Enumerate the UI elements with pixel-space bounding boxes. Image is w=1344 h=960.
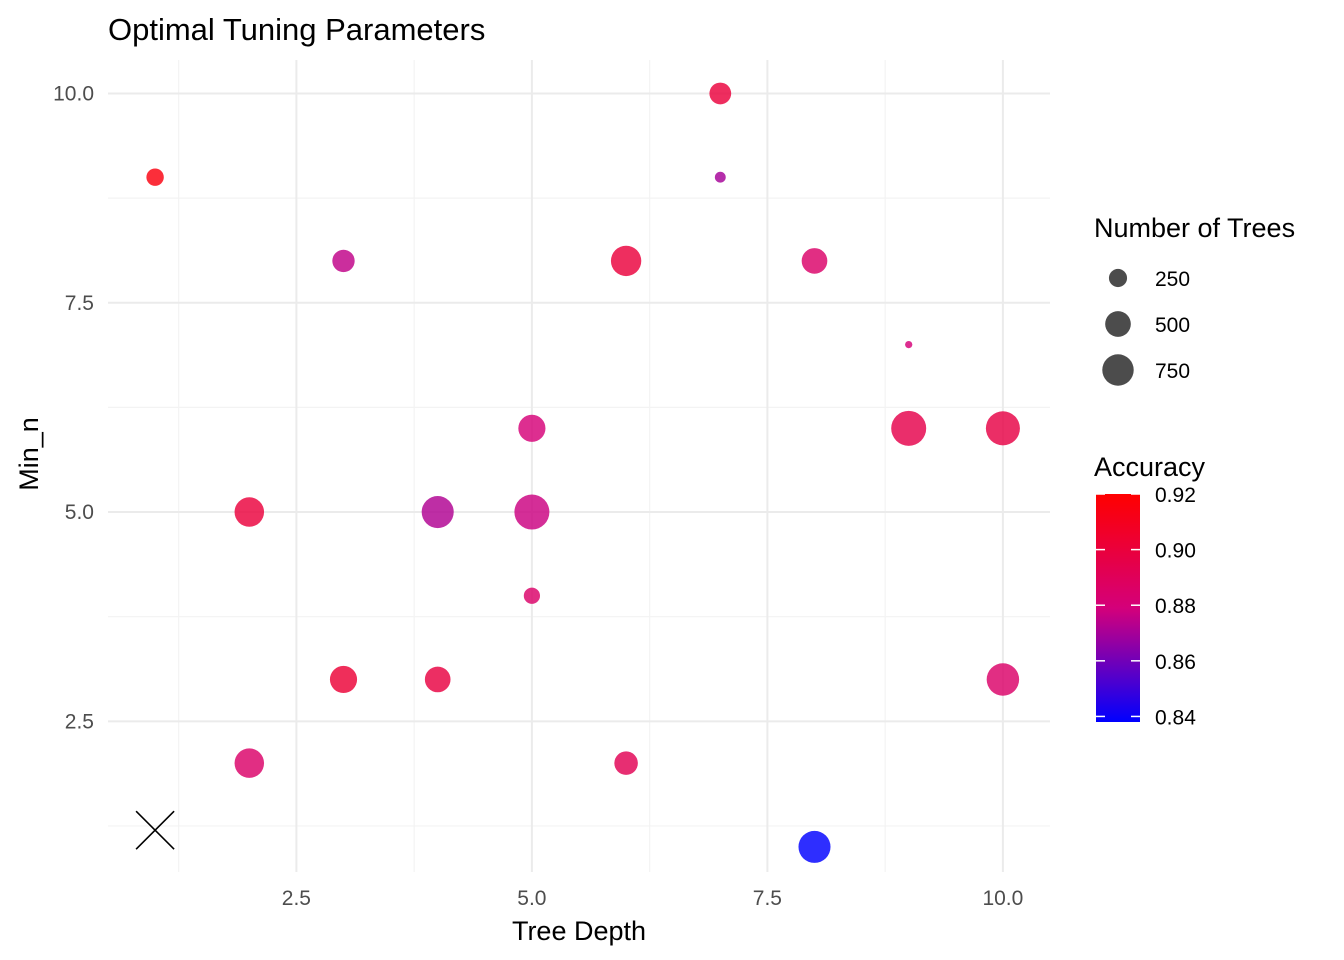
size-legend-symbol <box>1105 311 1131 337</box>
x-axis-title: Tree Depth <box>512 916 646 946</box>
y-tick-label: 5.0 <box>65 501 94 524</box>
x-tick-label: 7.5 <box>753 887 782 910</box>
size-legend-label: 250 <box>1155 268 1190 291</box>
y-tick-label: 7.5 <box>65 292 94 315</box>
size-legend-label: 750 <box>1155 360 1190 383</box>
data-point <box>986 663 1020 696</box>
size-legend-symbol <box>1102 354 1134 386</box>
x-tick-label: 5.0 <box>517 887 546 910</box>
x-tick-label: 2.5 <box>282 887 311 910</box>
data-point <box>985 411 1020 446</box>
size-legend-title: Number of Trees <box>1094 213 1295 243</box>
data-point <box>421 496 454 529</box>
color-legend-title: Accuracy <box>1094 452 1206 482</box>
chart-title: Optimal Tuning Parameters <box>108 12 485 47</box>
x-axis-ticks: 2.5 5.0 7.5 10.0 <box>282 887 1024 910</box>
color-legend: Accuracy 0.84 0.86 0.88 0.90 0.92 <box>1094 452 1206 729</box>
y-tick-label: 2.5 <box>65 710 94 733</box>
data-point <box>518 414 546 442</box>
color-legend-label: 0.90 <box>1155 540 1196 563</box>
data-point <box>798 830 831 863</box>
y-axis-ticks: 2.5 5.0 7.5 10.0 <box>53 82 94 733</box>
y-axis-title: Min_n <box>14 417 44 491</box>
color-legend-label: 0.92 <box>1155 484 1196 507</box>
size-legend-label: 500 <box>1155 314 1190 337</box>
x-tick-label: 10.0 <box>982 887 1023 910</box>
points-layer <box>146 82 1020 863</box>
size-legend-symbol <box>1108 268 1128 288</box>
grid <box>108 60 1050 872</box>
data-point <box>614 751 638 775</box>
color-legend-label: 0.86 <box>1155 651 1196 674</box>
data-point <box>610 245 642 277</box>
data-point <box>234 497 265 527</box>
y-tick-label: 10.0 <box>53 82 94 105</box>
data-point <box>709 82 732 105</box>
data-point <box>332 249 355 273</box>
data-point <box>329 665 358 694</box>
color-legend-label: 0.88 <box>1155 595 1196 618</box>
data-point <box>424 666 451 693</box>
data-point <box>514 494 550 530</box>
data-point <box>146 168 164 186</box>
data-point <box>905 340 913 349</box>
markers-layer <box>135 810 175 850</box>
data-point <box>801 248 828 274</box>
cross-marker <box>135 810 175 850</box>
data-point <box>891 410 927 446</box>
data-point <box>714 171 726 183</box>
data-point <box>523 587 541 604</box>
size-legend: Number of Trees 250 500 750 <box>1094 213 1295 386</box>
color-legend-label: 0.84 <box>1155 706 1196 729</box>
color-bar <box>1096 494 1140 722</box>
data-point <box>234 748 265 778</box>
